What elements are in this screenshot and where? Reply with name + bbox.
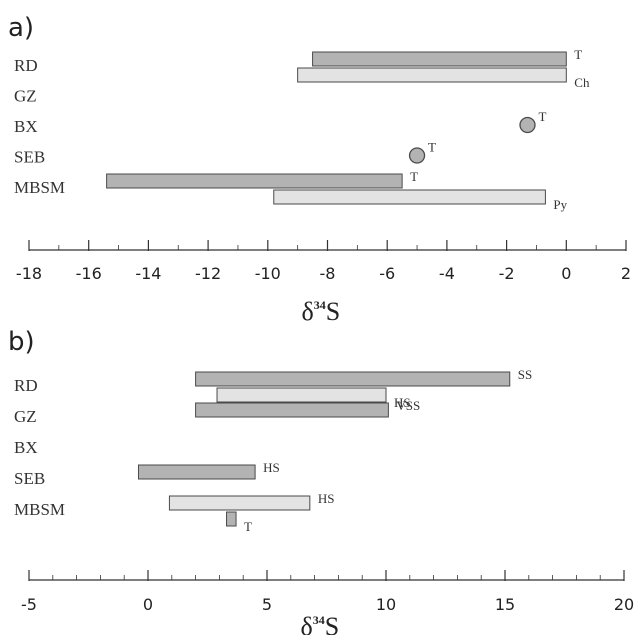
range-bar-mbsm-py <box>273 189 546 205</box>
category-label-rd: RD <box>14 376 38 395</box>
x-tick-label: 0 <box>561 264 571 283</box>
category-label-bx: BX <box>14 438 38 457</box>
range-label: SS <box>518 367 532 382</box>
range-label: T <box>244 519 252 534</box>
x-tick-label: -8 <box>320 264 336 283</box>
x-tick-label: -4 <box>439 264 455 283</box>
x-tick-label: -16 <box>76 264 102 283</box>
range-bar-gz-vss <box>195 402 389 418</box>
point-label: T <box>538 109 546 124</box>
range-bar-seb-hs <box>137 464 256 480</box>
category-label-mbsm: MBSM <box>14 178 65 197</box>
x-axis-title-delta: δ <box>302 297 314 326</box>
range-label: T <box>410 169 418 184</box>
x-axis-title-element: S <box>326 297 340 326</box>
range-label: HS <box>263 460 280 475</box>
category-label-rd: RD <box>14 56 38 75</box>
x-tick-label: -10 <box>255 264 281 283</box>
range-label: HS <box>394 395 411 410</box>
range-bar-rd-ss <box>195 371 511 387</box>
x-tick-label: -6 <box>379 264 395 283</box>
x-tick-label: -5 <box>21 595 37 614</box>
category-label-seb: SEB <box>14 469 45 488</box>
range-label: VSS <box>396 398 420 413</box>
point-label: T <box>428 140 436 155</box>
x-axis-title: δ34S <box>302 297 341 326</box>
category-label-bx: BX <box>14 117 38 136</box>
range-bar-rd-ch <box>297 67 567 83</box>
panel-label: b) <box>8 327 35 357</box>
category-label-mbsm: MBSM <box>14 500 65 519</box>
point-marker-seb <box>408 147 426 164</box>
x-axis-title-superscript: 34 <box>314 298 326 312</box>
x-tick-label: 5 <box>262 595 272 614</box>
range-label: HS <box>318 491 335 506</box>
x-tick-label: -18 <box>16 264 42 283</box>
category-label-gz: GZ <box>14 407 37 426</box>
x-axis-title-element: S <box>325 612 339 635</box>
range-bar-rd-hs <box>216 387 387 403</box>
x-tick-label: 20 <box>614 595 634 614</box>
x-tick-label: 0 <box>143 595 153 614</box>
panel-label: a) <box>8 13 34 43</box>
range-label: Ch <box>574 75 590 90</box>
category-label-seb: SEB <box>14 148 45 167</box>
range-bar-rd-t <box>312 51 567 67</box>
x-tick-label: -12 <box>195 264 221 283</box>
category-label-gz: GZ <box>14 87 37 106</box>
range-bar-mbsm-t <box>226 511 237 527</box>
range-bar-mbsm-t <box>106 173 403 189</box>
range-label: Py <box>553 197 567 212</box>
range-label: T <box>574 47 582 62</box>
range-bar-mbsm-hs <box>168 495 311 511</box>
x-tick-label: 10 <box>376 595 396 614</box>
x-tick-label: -14 <box>135 264 161 283</box>
x-axis-title-superscript: 34 <box>313 613 325 627</box>
x-axis-title: δ34S <box>301 612 340 635</box>
x-axis-title-delta: δ <box>301 612 313 635</box>
x-tick-label: 2 <box>621 264 631 283</box>
x-tick-label: 15 <box>495 595 515 614</box>
x-tick-label: -2 <box>499 264 515 283</box>
point-marker-bx <box>519 116 536 134</box>
